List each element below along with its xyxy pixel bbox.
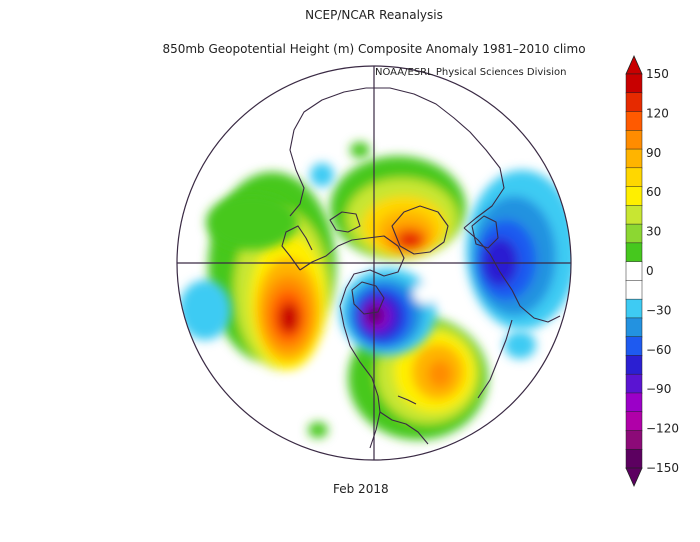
colorbar-cell	[625, 355, 643, 375]
colorbar-tick-label: 120	[646, 106, 669, 120]
colorbar-tick-label: 90	[646, 146, 661, 160]
colorbar-tick-label: −120	[646, 422, 679, 436]
colorbar-tick-label: 0	[646, 264, 654, 278]
colorbar-cells	[625, 55, 643, 487]
colorbar-cell	[625, 298, 643, 319]
colorbar-cell	[625, 242, 643, 263]
colorbar-tick-label: 30	[646, 225, 661, 239]
anomaly-minor-patches	[308, 142, 536, 438]
colorbar-tick-label: 150	[646, 67, 669, 81]
period-label: Feb 2018	[333, 482, 389, 496]
chart-title: NCEP/NCAR Reanalysis	[305, 8, 443, 22]
coast-central-america	[379, 411, 429, 445]
chart-subtitle: 850mb Geopotential Height (m) Composite …	[162, 42, 586, 56]
colorbar-cell	[625, 148, 643, 169]
colorbar-tick-label: −30	[646, 303, 671, 317]
coast-africa	[477, 319, 513, 399]
colorbar-tick-label: 60	[646, 185, 661, 199]
colorbar-cell	[625, 430, 643, 450]
map-boundary	[176, 65, 572, 461]
colorbar-cell	[625, 336, 643, 357]
continent-outlines	[281, 87, 561, 449]
colorbar-tick-label: −150	[646, 461, 679, 475]
coast-arctic-islands	[329, 211, 361, 233]
colorbar-cell	[625, 167, 643, 188]
colorbar-tick-label: −90	[646, 382, 671, 396]
colorbar-cell	[625, 186, 643, 207]
coast-europe	[463, 227, 561, 323]
anomaly-field	[177, 66, 571, 460]
colorbar-cell	[625, 280, 643, 300]
colorbar-cell	[625, 448, 643, 469]
anomaly-europe-negative	[466, 170, 571, 330]
anomaly-nw-pacific-positive	[206, 194, 298, 250]
meridian-lines	[177, 66, 571, 460]
colorbar-cell	[625, 223, 643, 244]
colorbar-cell	[625, 411, 643, 432]
colorbar-arrow-top	[625, 55, 643, 75]
colorbar-cell	[625, 261, 643, 282]
colorbar-cell	[625, 92, 643, 113]
colorbar-arrow-bottom	[625, 467, 643, 487]
coast-greenland	[391, 205, 449, 255]
coast-scandinavia	[471, 215, 499, 249]
colorbar-cell	[625, 73, 643, 94]
colorbar-cell	[625, 317, 643, 338]
anomaly-far-west-negative	[179, 280, 231, 340]
colorbar-tick-label: −60	[646, 343, 671, 357]
colorbar-cell	[625, 111, 643, 132]
coast-alaska	[281, 225, 313, 271]
anomaly-canada-negative	[340, 268, 437, 356]
anomaly-pacific-positive	[208, 172, 336, 370]
colorbar-cell	[625, 130, 643, 150]
coast-hudson-bay	[351, 281, 385, 315]
colorbar-cell	[625, 373, 643, 394]
colorbar-ticks: 150 120 90 60 30 0 −30 −60 −90 −120 −150	[646, 67, 679, 475]
coast-eurasia	[366, 87, 505, 229]
colorbar-cell	[625, 205, 643, 225]
coast-caribbean	[397, 395, 417, 405]
coast-asia-east	[289, 87, 367, 217]
source-label: NOAA/ESRL Physical Sciences Division	[375, 67, 567, 78]
colorbar-cell	[625, 392, 643, 413]
